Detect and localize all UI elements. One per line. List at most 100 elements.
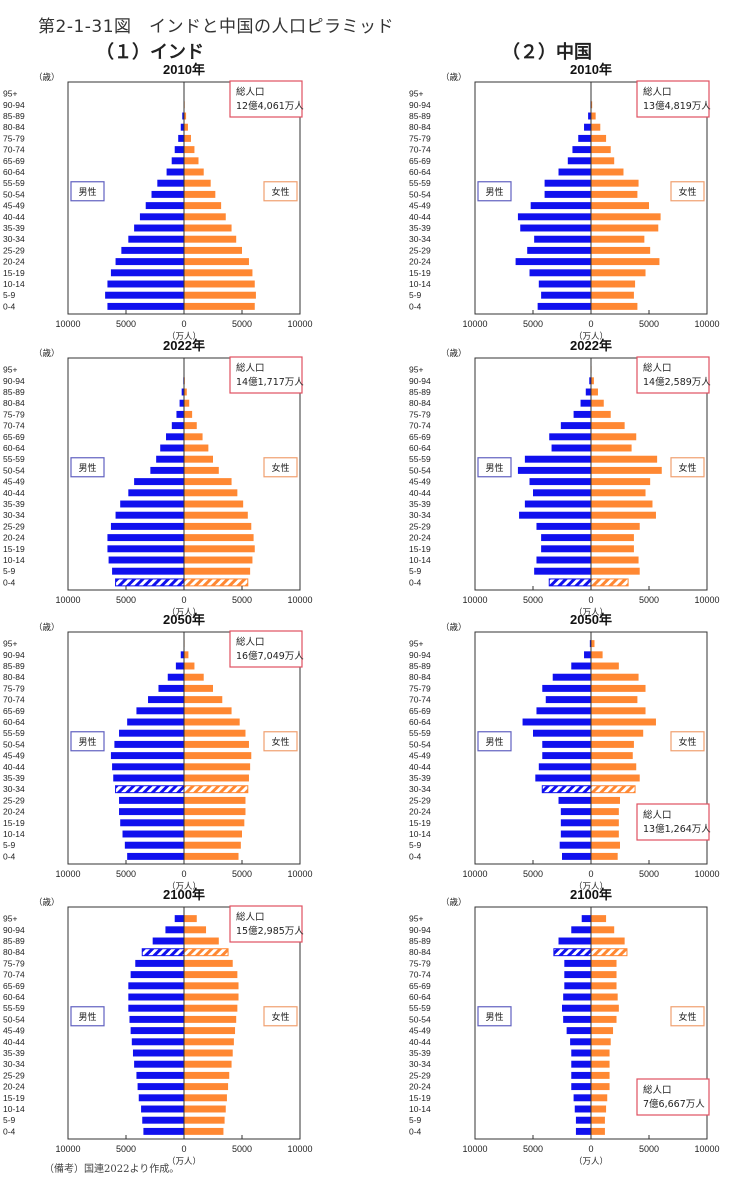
bar-male: [549, 433, 591, 441]
bar-female: [591, 302, 638, 310]
bar-male: [558, 168, 591, 176]
bar-female: [591, 718, 656, 726]
bar-female: [184, 246, 242, 254]
bar-male: [567, 157, 591, 165]
bar-female: [184, 1015, 237, 1023]
bar-male: [584, 123, 591, 131]
bar-male: [533, 489, 591, 497]
bar-female: [184, 522, 252, 530]
total-population-box: [636, 356, 710, 394]
y-tick-label: 35-39: [409, 499, 431, 509]
total-population-box: [229, 905, 303, 943]
y-tick-label: 35-39: [3, 223, 25, 233]
bar-male: [143, 1127, 184, 1135]
legend-female-box: [670, 457, 705, 478]
bar-female: [591, 651, 603, 659]
bar-male: [571, 1060, 591, 1068]
legend-male-label: 男性: [485, 1011, 503, 1023]
bar-male: [132, 1049, 184, 1057]
bar-female: [184, 190, 216, 198]
x-tick-label: 5000: [523, 1144, 543, 1154]
bar-male: [108, 556, 184, 564]
chart-title: 2100年: [163, 887, 205, 902]
bar-female: [184, 1038, 234, 1046]
y-tick-label: 75-79: [409, 958, 431, 968]
bar-female: [591, 455, 658, 463]
bar-female: [184, 1083, 229, 1091]
legend-female-label: 女性: [678, 1011, 696, 1023]
bar-female: [184, 740, 249, 748]
y-tick-label: 10-14: [409, 829, 431, 839]
y-tick-label: 80-84: [409, 672, 431, 682]
x-tick-label: 10000: [287, 319, 312, 329]
legend-male-box: [477, 181, 512, 202]
total-population-value: 14億1,717万人: [236, 376, 304, 388]
x-tick-label: 10000: [287, 595, 312, 605]
y-tick-label: 75-79: [3, 133, 25, 143]
y-tick-label: 95+: [3, 914, 17, 924]
y-tick-label: 0-4: [3, 1126, 16, 1136]
bar-male: [548, 578, 592, 587]
bar-female: [591, 269, 646, 277]
bar-male: [537, 302, 591, 310]
total-population-label: 総人口: [236, 911, 265, 923]
y-tick-label: 90-94: [3, 650, 25, 660]
x-tick-label: 0: [181, 1144, 186, 1154]
y-tick-label: 80-84: [3, 122, 25, 132]
y-axis-label: （歳）: [34, 348, 60, 359]
bar-male: [145, 202, 184, 210]
bar-female: [184, 841, 241, 849]
bar-male: [558, 937, 591, 945]
legend-female-label: 女性: [271, 1011, 289, 1023]
y-tick-label: 85-89: [409, 661, 431, 671]
bar-female: [591, 1083, 610, 1091]
y-tick-label: 0-4: [409, 851, 422, 861]
bar-male: [165, 926, 184, 934]
bar-female: [184, 444, 209, 452]
total-population-label: 総人口: [643, 1084, 672, 1096]
bar-female: [184, 852, 239, 860]
y-tick-label: 35-39: [3, 1048, 25, 1058]
bar-male: [534, 567, 591, 575]
y-tick-label: 15-19: [3, 818, 25, 828]
bar-female: [591, 235, 645, 243]
x-tick-label: 10000: [55, 595, 80, 605]
x-tick-label: 5000: [232, 319, 252, 329]
source-note: （備考）国連2022より作成。: [44, 1164, 180, 1175]
y-tick-label: 30-34: [3, 234, 25, 244]
bar-male: [134, 1060, 184, 1068]
chart-title: 2022年: [163, 338, 205, 353]
bar-female: [591, 993, 618, 1001]
bar-female: [184, 202, 222, 210]
bar-male: [563, 993, 591, 1001]
bar-male: [545, 696, 591, 704]
x-tick-label: 5000: [232, 595, 252, 605]
bar-male: [107, 302, 184, 310]
bar-female: [590, 948, 628, 957]
bar-female: [184, 213, 226, 221]
bar-female: [591, 377, 594, 385]
x-tick-label: 5000: [116, 595, 136, 605]
bar-female: [184, 112, 187, 120]
bar-female: [184, 478, 232, 486]
y-tick-label: 10-14: [3, 555, 25, 565]
bar-male: [564, 959, 591, 967]
bar-male: [157, 179, 184, 187]
y-tick-label: 0-4: [409, 577, 422, 587]
bar-female: [591, 489, 646, 497]
bar-female: [184, 500, 244, 508]
y-tick-label: 45-49: [3, 201, 25, 211]
bar-male: [174, 146, 184, 154]
y-tick-label: 95+: [3, 89, 17, 99]
bar-female: [591, 673, 639, 681]
total-population-box: [636, 80, 710, 118]
legend-male-box: [477, 457, 512, 478]
bar-female: [184, 302, 255, 310]
chart-title: 2010年: [163, 62, 205, 77]
legend-male-box: [477, 1006, 512, 1027]
figure-title: 第2-1-31図 インドと中国の人口ピラミッド: [38, 17, 395, 37]
bar-male: [127, 718, 184, 726]
bar-female: [184, 534, 254, 542]
bar-male: [580, 399, 591, 407]
